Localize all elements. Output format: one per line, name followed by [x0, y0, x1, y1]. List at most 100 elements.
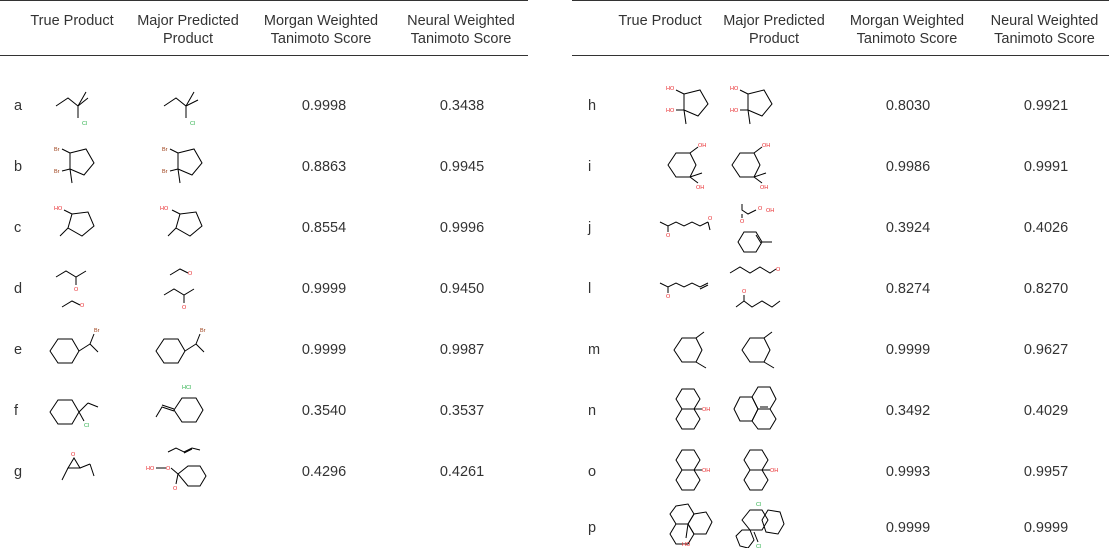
- morgan-score: 0.9986: [885, 158, 931, 175]
- morgan-score: 0.9998: [301, 97, 347, 114]
- header-neural: Neural Weighted Tanimoto Score: [990, 13, 1099, 47]
- chlorine-label: Cl: [190, 121, 195, 127]
- chlorine-label: Cl: [756, 502, 761, 508]
- oxygen-label: HO: [666, 108, 675, 114]
- table-row: l O O O 0.8274 0.8270: [572, 258, 1109, 319]
- predicted-product-structure: HO O O: [146, 447, 207, 492]
- bromine-label: Br: [54, 169, 60, 175]
- row-label: e: [14, 341, 23, 358]
- header-rule: [0, 55, 528, 56]
- oxygen-label: HO: [666, 86, 675, 92]
- header-morgan: Morgan Weighted Tanimoto Score: [849, 13, 965, 47]
- oxygen-label: O: [188, 271, 193, 277]
- top-rule: [572, 0, 1109, 1]
- true-product-structure: OH OH: [667, 143, 706, 191]
- row-label: l: [588, 280, 592, 297]
- table-row: m 0.9999 0.9627: [572, 319, 1109, 380]
- row-label: i: [588, 158, 592, 175]
- top-rule: [0, 0, 528, 1]
- row-label: d: [14, 280, 23, 297]
- bromine-label: Br: [200, 328, 206, 334]
- true-product-structure: Br: [49, 328, 100, 364]
- predicted-product-structure: Cl: [163, 91, 199, 127]
- chlorine-label: Cl: [84, 423, 89, 429]
- row-label: j: [588, 219, 592, 236]
- oxygen-label: O: [742, 289, 747, 295]
- oxygen-label: HO: [54, 206, 63, 212]
- true-product-structure: O O: [55, 270, 87, 309]
- table-row: d O O O O 0.9999 0.9450: [0, 258, 528, 319]
- true-product-structure: HO: [54, 206, 95, 237]
- true-product-structure: HO: [669, 503, 713, 548]
- true-product-structure: [673, 331, 707, 369]
- row-label: b: [14, 158, 23, 175]
- true-product-structure: Cl: [49, 399, 99, 429]
- table-row: b Br Br Br Br 0.8863 0.9945: [0, 136, 528, 197]
- oxygen-label: OH: [762, 143, 770, 149]
- table-row: c HO HO 0.8554 0.9996: [0, 197, 528, 258]
- morgan-score: 0.8554: [301, 219, 347, 236]
- morgan-score: 0.9999: [301, 341, 347, 358]
- oxygen-label: HO: [730, 108, 739, 114]
- oxygen-label: O: [80, 303, 85, 309]
- table-row: p HO Cl Cl 0.9999 0.9999: [572, 502, 1109, 548]
- neural-score: 0.9921: [1023, 97, 1069, 114]
- morgan-score: 0.9999: [885, 341, 931, 358]
- neural-score: 0.4026: [1023, 219, 1069, 236]
- morgan-score: 0.3540: [301, 402, 347, 419]
- row-label: c: [14, 219, 22, 236]
- row-label: a: [14, 97, 23, 114]
- oxygen-label: OH: [760, 185, 768, 191]
- predicted-product-structure: [741, 331, 775, 369]
- true-product-structure: OH: [675, 388, 710, 430]
- predicted-product-structure: HO HO: [730, 86, 773, 125]
- header-rule: [572, 55, 1109, 56]
- left-table-header: True Product Major Predicted Product Mor…: [0, 0, 528, 56]
- chlorine-label: Cl: [756, 544, 761, 548]
- oxygen-label: O: [776, 267, 781, 273]
- true-product-structure: O: [61, 452, 95, 481]
- morgan-score: 0.3924: [885, 219, 931, 236]
- row-label: g: [14, 463, 23, 480]
- table-row: e Br Br 0.9999 0.9987: [0, 319, 528, 380]
- oxygen-label: OH: [698, 143, 706, 149]
- neural-score: 0.9999: [1023, 520, 1069, 536]
- predicted-product-structure: OH: [743, 449, 778, 491]
- predicted-product-structure: O O OH: [737, 204, 774, 253]
- table-row: g O HO O O 0.4296 0.4261: [0, 441, 528, 502]
- oxygen-label: O: [166, 466, 171, 472]
- morgan-score: 0.9999: [885, 520, 931, 536]
- row-label: n: [588, 402, 597, 419]
- oxygen-label: O: [666, 294, 671, 300]
- row-label: h: [588, 97, 597, 114]
- oxygen-label: O: [708, 216, 713, 222]
- neural-score: 0.9627: [1023, 341, 1069, 358]
- table-row: o OH OH 0.9993 0.9957: [572, 441, 1109, 502]
- right-table-header: True Product Major Predicted Product Mor…: [572, 0, 1109, 56]
- morgan-score: 0.8274: [885, 280, 931, 297]
- true-product-structure: Br Br: [54, 147, 95, 184]
- table-row: j O O O O OH 0.3924 0.4026: [572, 197, 1109, 258]
- predicted-product-structure: O O: [163, 268, 195, 311]
- hcl-label: HCl: [182, 385, 191, 391]
- table-row: n OH 0.3492 0.4029: [572, 380, 1109, 441]
- morgan-score: 0.9993: [885, 463, 931, 480]
- table-row: a Cl Cl 0.9998 0.3438: [0, 75, 528, 136]
- oxygen-label: OH: [770, 468, 778, 474]
- true-product-structure: HO HO: [666, 86, 709, 125]
- true-product-structure: Cl: [55, 91, 89, 127]
- oxygen-label: OH: [702, 468, 710, 474]
- neural-score: 0.9996: [439, 219, 485, 236]
- bromine-label: Br: [94, 328, 100, 334]
- predicted-product-structure: Br Br: [162, 147, 203, 184]
- bromine-label: Br: [54, 147, 60, 153]
- oxygen-label: OH: [696, 185, 704, 191]
- row-label: m: [588, 341, 601, 358]
- predicted-product-structure: OH OH: [731, 143, 770, 191]
- true-product-structure: OH: [675, 449, 710, 491]
- oxygen-label: O: [182, 305, 187, 311]
- oxygen-label: O: [740, 219, 745, 225]
- header-true-product: True Product: [30, 13, 114, 29]
- neural-score: 0.9957: [1023, 463, 1069, 480]
- predicted-product-structure: HO: [160, 206, 203, 237]
